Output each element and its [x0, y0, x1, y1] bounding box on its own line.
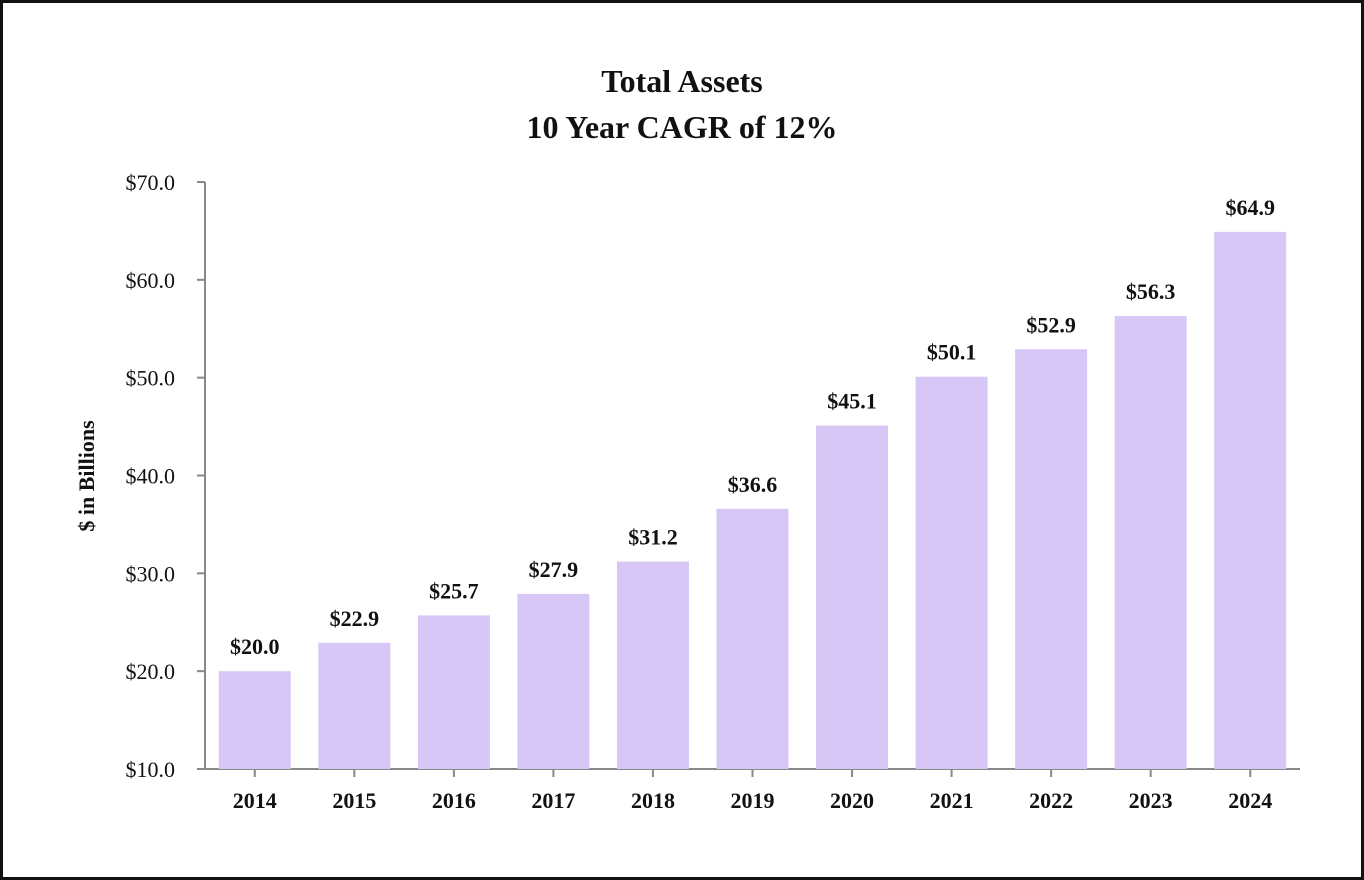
bar: [318, 642, 391, 769]
x-tick-label: 2022: [1029, 788, 1073, 813]
x-tick-label: 2015: [332, 788, 376, 813]
bar-value-label: $25.7: [429, 578, 479, 603]
bar: [1214, 231, 1287, 769]
bars: [218, 231, 1287, 769]
bar: [616, 561, 689, 769]
bar: [816, 425, 889, 769]
chart-subtitle: 10 Year CAGR of 12%: [526, 109, 837, 145]
x-tick-label: 2017: [531, 788, 575, 813]
x-tick-label: 2014: [233, 788, 277, 813]
bar-value-label: $27.9: [529, 557, 579, 582]
bar: [218, 671, 291, 769]
bar-value-label: $36.6: [728, 472, 778, 497]
y-axis-label: $ in Billions: [74, 420, 99, 532]
x-tick-label: 2016: [432, 788, 476, 813]
x-tick-label: 2024: [1228, 788, 1272, 813]
y-tick-label: $10.0: [126, 757, 176, 782]
x-tick-label: 2020: [830, 788, 874, 813]
y-tick-label: $20.0: [126, 659, 176, 684]
bar: [1015, 349, 1088, 769]
bar-value-label: $56.3: [1126, 279, 1176, 304]
y-tick-label: $60.0: [126, 268, 176, 293]
y-tick-label: $30.0: [126, 561, 176, 586]
bar-value-label: $45.1: [827, 389, 877, 414]
x-axis: 2014 2015 2016 2017 2018 2019 2020 2021 2022 2023…: [205, 768, 1300, 813]
bar: [915, 376, 988, 769]
bar: [417, 615, 490, 769]
y-tick-label: $70.0: [126, 170, 176, 195]
bar-value-label: $20.0: [230, 634, 280, 659]
x-tick-label: 2018: [631, 788, 675, 813]
bar: [1114, 316, 1187, 769]
y-tick-label: $50.0: [126, 366, 176, 391]
x-tick-label: 2021: [930, 788, 974, 813]
bar: [517, 593, 590, 769]
bar-value-label: $31.2: [628, 525, 678, 550]
y-tick-label: $40.0: [126, 464, 176, 489]
data-labels: $20.0 $22.9 $25.7 $27.9 $31.2 $36.6 $45.1 $50.1…: [230, 195, 1275, 659]
bar-value-label: $50.1: [927, 340, 977, 365]
bar-value-label: $64.9: [1225, 195, 1275, 220]
bar-value-label: $22.9: [330, 606, 380, 631]
x-tick-label: 2023: [1129, 788, 1173, 813]
bar-value-label: $52.9: [1026, 312, 1076, 337]
x-tick-label: 2019: [731, 788, 775, 813]
chart-title: Total Assets: [601, 63, 763, 99]
y-axis: $10.0 $20.0 $30.0 $40.0 $50.0 $60.0 $70.0: [126, 170, 206, 782]
bar: [716, 508, 789, 769]
